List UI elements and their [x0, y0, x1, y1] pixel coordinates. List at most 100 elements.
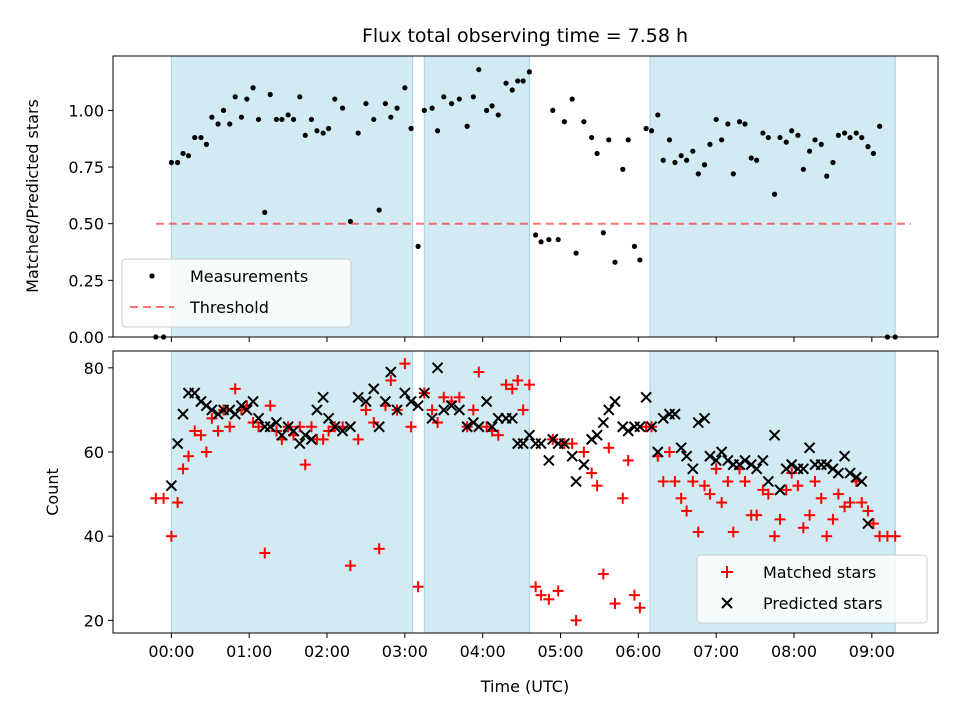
measurement-point: [742, 121, 748, 127]
matched-star-point: [832, 488, 844, 500]
matched-star-point: [681, 505, 693, 517]
predicted-star-point: [862, 517, 874, 530]
predicted-star-point: [352, 391, 364, 404]
matched-star-point: [352, 433, 364, 445]
matched-star-point: [373, 543, 385, 555]
predicted-star-point: [412, 400, 424, 412]
matched-star-point: [867, 518, 879, 530]
measurement-point: [777, 134, 783, 141]
bottom-y-tick-label: 60: [84, 443, 104, 462]
measurement-point: [434, 128, 441, 134]
measurement-point: [421, 107, 427, 113]
measurement-point: [666, 137, 673, 143]
measurement-point: [209, 114, 215, 120]
top-y-tick-label: 0.75: [68, 158, 104, 177]
predicted-star-point: [570, 475, 582, 488]
measurement-point: [754, 157, 760, 163]
measurement-point: [441, 94, 447, 100]
matched-star-point: [543, 593, 555, 605]
top-shaded-band: [650, 56, 896, 337]
predicted-star-point: [317, 391, 329, 404]
predicted-star-point: [762, 475, 775, 488]
predicted-star-point: [391, 404, 403, 416]
predicted-star-point: [715, 446, 728, 458]
top-legend-box: [121, 258, 352, 328]
measurement-point: [870, 150, 877, 157]
bottom-x-tick-label: 00:00: [148, 642, 194, 661]
predicted-star-point: [566, 450, 578, 462]
bottom-x-tick-label: 04:00: [460, 642, 506, 661]
top-axis-ticks: 0.00 0.25 0.50 0.75 1.00: [68, 101, 873, 347]
measurement-point: [765, 134, 771, 141]
matched-star-point: [586, 467, 598, 479]
predicted-star-point: [252, 412, 265, 425]
matched-star-point: [769, 530, 781, 542]
predicted-star-point: [385, 366, 397, 378]
measurement-point: [255, 116, 262, 123]
measurement-point: [192, 134, 198, 141]
predicted-star-point: [832, 467, 845, 479]
predicted-star-point: [445, 400, 458, 412]
predicted-star-point: [535, 437, 547, 450]
matched-star-point: [512, 374, 524, 386]
predicted-star-point: [431, 362, 444, 374]
matched-star-point: [385, 374, 397, 386]
predicted-star-point: [399, 387, 411, 399]
top-y-tick-label: 1.00: [68, 101, 104, 120]
matched-star-point: [751, 509, 763, 521]
measurement-point: [408, 125, 414, 132]
predicted-star-point: [373, 421, 385, 433]
predicted-star-point: [329, 421, 341, 433]
matched-star-point: [360, 404, 372, 416]
matched-star-point: [669, 475, 681, 487]
matched-star-point: [663, 446, 675, 458]
predicted-star-point: [379, 395, 392, 408]
matched-star-point: [344, 560, 356, 572]
matched-star-point: [206, 412, 218, 424]
predicted-star-point: [797, 463, 810, 475]
matched-star-point: [699, 480, 711, 492]
measurement-point: [748, 155, 754, 161]
measurement-point: [483, 107, 490, 113]
predicted-star-point: [506, 412, 518, 425]
matched-star-point: [323, 425, 335, 437]
predicted-star-point: [803, 442, 816, 454]
predicted-star-point: [710, 454, 722, 467]
legend-predicted-marker: [721, 597, 733, 609]
measurement-point: [637, 257, 643, 263]
top-y-tick-label: 0.25: [68, 271, 104, 290]
matched-star-point: [844, 497, 856, 509]
legend-measurements-label: Measurements: [190, 267, 308, 286]
measurement-point: [842, 130, 848, 136]
measurement-point: [600, 230, 606, 236]
measurement-point: [690, 148, 696, 154]
legend-measurements-marker: [149, 273, 155, 279]
measurement-point: [429, 105, 435, 111]
matched-star-point: [780, 484, 792, 496]
measurement-point: [279, 116, 285, 123]
top-shaded-band: [424, 56, 530, 337]
measurement-point: [448, 100, 455, 107]
bottom-y-tick-label: 20: [84, 611, 104, 630]
measurement-point: [238, 114, 245, 120]
predicted-star-point: [622, 425, 634, 437]
predicted-star-point: [757, 454, 769, 467]
bottom-axis-ticks: 20 40 60 80 00:00 01:00 02:00 03:00 04:00 05:00 06…: [84, 359, 895, 661]
legend-threshold-label: Threshold: [189, 298, 269, 317]
matched-star-point: [815, 492, 827, 504]
top-series-marks: [153, 66, 911, 340]
matched-star-point: [305, 421, 317, 433]
measurement-point: [415, 243, 421, 249]
matched-star-point: [473, 366, 485, 378]
matched-star-point: [856, 497, 868, 509]
measurement-point: [648, 128, 655, 134]
matched-star-point: [804, 509, 816, 521]
measurement-point: [561, 119, 568, 125]
matched-star-point: [177, 463, 189, 475]
measurement-point: [606, 137, 612, 143]
matched-star-point: [762, 488, 774, 500]
top-legend: Measurements Threshold: [121, 258, 352, 328]
matched-star-point: [229, 383, 241, 395]
measurement-point: [388, 114, 394, 120]
predicted-star-point: [264, 421, 276, 433]
